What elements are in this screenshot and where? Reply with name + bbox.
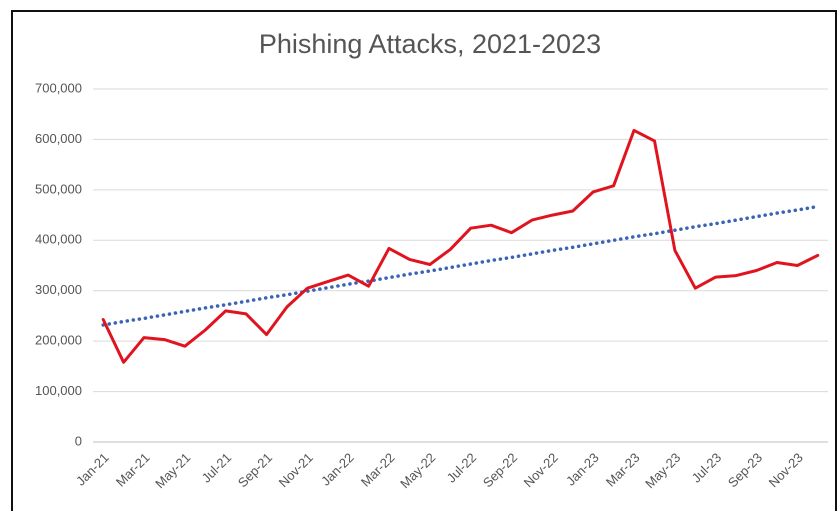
chart-title: Phishing Attacks, 2021-2023 [259,29,601,59]
x-tick-label: Mar-23 [603,450,643,490]
x-tick-label: Nov-23 [766,450,806,490]
x-tick-label: Jul-23 [689,450,725,486]
x-tick-label: Mar-22 [358,450,398,490]
y-tick-label: 0 [75,433,82,448]
x-tick-label: Nov-21 [276,450,316,490]
x-tick-label: May-23 [642,450,683,491]
x-tick-label: Sep-23 [725,450,765,490]
x-tick-label: Sep-22 [480,450,520,490]
data-line [101,128,820,364]
y-tick-label: 500,000 [35,181,82,196]
frame [11,10,837,511]
x-tick-label: Jan-23 [563,450,602,489]
y-tick-label: 700,000 [35,80,82,95]
x-tick-label: May-22 [397,450,438,491]
x-tick-label: Jul-22 [444,450,480,486]
trend-line [101,204,820,327]
y-tick-label: 200,000 [35,333,82,348]
x-tick-label: May-21 [152,450,193,491]
x-tick-label: Jan-21 [73,450,112,489]
y-tick-label: 100,000 [35,383,82,398]
y-tick-label: 300,000 [35,282,82,297]
y-tick-label: 400,000 [35,232,82,247]
y-tick-label: 600,000 [35,131,82,146]
x-tick-label: Jan-22 [318,450,357,489]
x-tick-label: Jul-21 [199,450,235,486]
x-tick-label: Mar-21 [113,450,153,490]
x-tick-label: Sep-21 [235,450,275,490]
x-tick-label: Nov-22 [521,450,561,490]
